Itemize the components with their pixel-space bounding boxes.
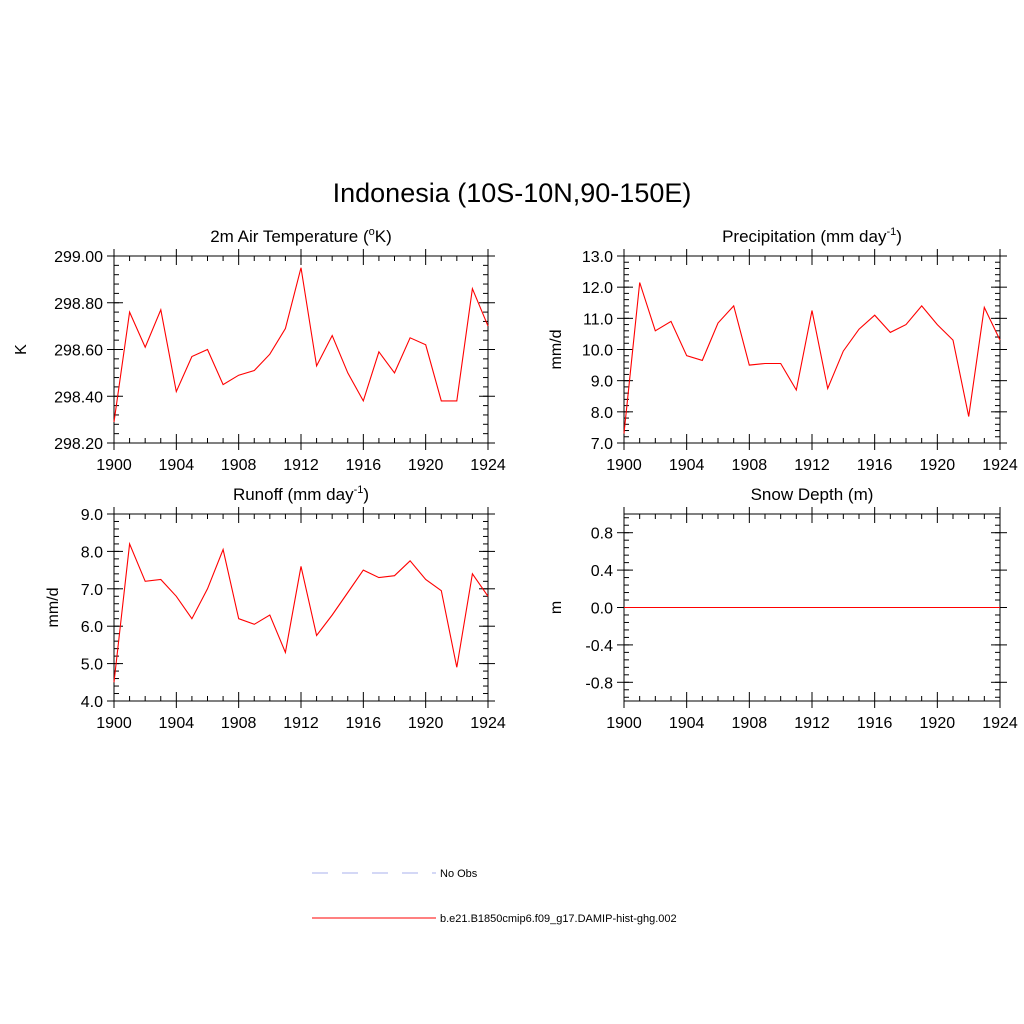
series-line	[623, 282, 1001, 434]
panel-title: Runoff (mm day-1)	[233, 484, 369, 504]
y-tick-label: 298.80	[54, 296, 103, 313]
y-tick-label: 0.8	[591, 526, 613, 543]
y-tick-label: 11.0	[583, 311, 613, 328]
y-axis-label: mm/d	[548, 330, 565, 370]
x-tick-label: 1920	[920, 457, 956, 474]
x-tick-label: 1908	[221, 715, 257, 732]
x-tick-label: 1920	[408, 715, 444, 732]
panel-title: 2m Air Temperature (oK)	[210, 226, 392, 246]
series-line	[113, 267, 489, 423]
x-tick-label: 1916	[346, 457, 382, 474]
y-axis-label: m	[548, 601, 565, 614]
legend: No Obs b.e21.B1850cmip6.f09_g17.DAMIP-his…	[312, 868, 677, 925]
x-tick-label: 1924	[982, 715, 1018, 732]
panels-group: 2m Air Temperature (oK) K 1900 1904 1908 1912…	[13, 226, 1018, 732]
x-tick-label: 1920	[408, 457, 444, 474]
x-tick-label: 1904	[669, 457, 705, 474]
y-tick-label: 0.4	[591, 563, 613, 580]
x-tick-label: 1912	[283, 715, 319, 732]
x-tick-label: 1924	[470, 715, 506, 732]
y-tick-label: 7.0	[591, 436, 613, 453]
y-tick-label: 13.0	[582, 249, 613, 266]
y-tick-label: 10.0	[582, 343, 613, 360]
y-tick-label: 0.0	[591, 601, 613, 618]
plot-frame	[113, 513, 489, 702]
legend-label: No Obs	[440, 868, 478, 880]
panel-title: Precipitation (mm day-1)	[722, 226, 902, 246]
y-tick-label: 9.0	[591, 374, 613, 391]
x-tick-label: 1908	[732, 457, 768, 474]
y-axis-label: mm/d	[45, 588, 62, 628]
plot-frame	[113, 255, 489, 444]
y-tick-label: 8.0	[591, 405, 613, 422]
y-tick-label: 9.0	[81, 507, 103, 524]
x-tick-label: 1916	[346, 715, 382, 732]
x-tick-label: 1908	[732, 715, 768, 732]
legend-label: b.e21.B1850cmip6.f09_g17.DAMIP-hist-ghg.…	[440, 913, 677, 925]
y-tick-label: 12.0	[582, 280, 613, 297]
x-tick-label: 1924	[470, 457, 506, 474]
y-tick-label: -0.4	[585, 638, 613, 655]
x-tick-label: 1908	[221, 457, 257, 474]
chart-panel: Runoff (mm day-1) mm/d 1900 1904 1908 1912 191…	[45, 484, 506, 732]
y-tick-label: -0.8	[585, 675, 613, 692]
series-line	[113, 541, 489, 683]
y-tick-label: 8.0	[81, 544, 103, 561]
x-tick-label: 1900	[606, 457, 642, 474]
x-tick-label: 1904	[159, 457, 195, 474]
y-tick-label: 298.60	[54, 343, 103, 360]
y-tick-label: 298.20	[54, 436, 103, 453]
x-tick-label: 1904	[159, 715, 195, 732]
x-tick-label: 1912	[794, 457, 830, 474]
y-tick-label: 6.0	[81, 619, 103, 636]
x-tick-label: 1900	[96, 715, 132, 732]
x-tick-label: 1916	[857, 715, 893, 732]
x-tick-label: 1916	[857, 457, 893, 474]
x-tick-label: 1904	[669, 715, 705, 732]
y-tick-label: 7.0	[81, 582, 103, 599]
y-axis-label: K	[13, 344, 30, 355]
chart-panel: Precipitation (mm day-1) mm/d 1900 1904 1908…	[548, 226, 1018, 474]
x-tick-label: 1912	[794, 715, 830, 732]
y-tick-label: 5.0	[81, 657, 103, 674]
x-tick-label: 1900	[606, 715, 642, 732]
y-tick-label: 4.0	[81, 694, 103, 711]
y-tick-label: 299.00	[54, 249, 103, 266]
figure-title: Indonesia (10S-10N,90-150E)	[333, 178, 692, 208]
panel-title: Snow Depth (m)	[751, 485, 874, 504]
x-tick-label: 1912	[283, 457, 319, 474]
x-tick-label: 1900	[96, 457, 132, 474]
chart-panel: 2m Air Temperature (oK) K 1900 1904 1908 1912…	[13, 226, 506, 474]
y-tick-label: 298.40	[54, 389, 103, 406]
x-tick-label: 1924	[982, 457, 1018, 474]
plot-frame	[623, 255, 1001, 444]
x-tick-label: 1920	[920, 715, 956, 732]
chart-panel: Snow Depth (m) m 1900 1904 1908 1912 1916 1920 1…	[548, 485, 1018, 732]
